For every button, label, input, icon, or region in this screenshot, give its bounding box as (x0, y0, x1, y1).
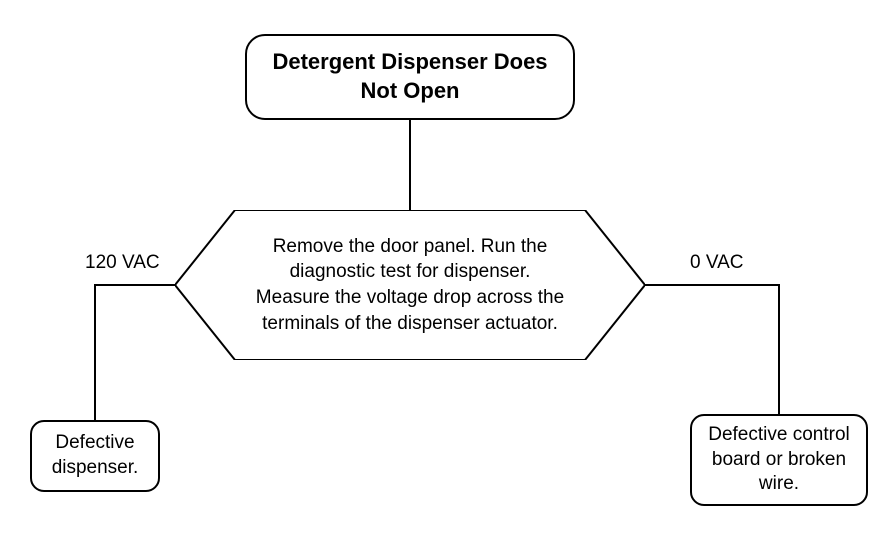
edge-label-right: 0 VAC (690, 252, 744, 274)
flowchart-result-left: Defectivedispenser. (30, 420, 160, 492)
decision-text: Remove the door panel. Run thediagnostic… (235, 210, 585, 360)
flowchart-result-right: Defective controlboard or brokenwire. (690, 414, 868, 506)
flowchart-decision-node: Remove the door panel. Run thediagnostic… (175, 210, 645, 360)
edge-label-left: 120 VAC (85, 252, 160, 274)
flowchart-title-node: Detergent Dispenser DoesNot Open (245, 34, 575, 120)
